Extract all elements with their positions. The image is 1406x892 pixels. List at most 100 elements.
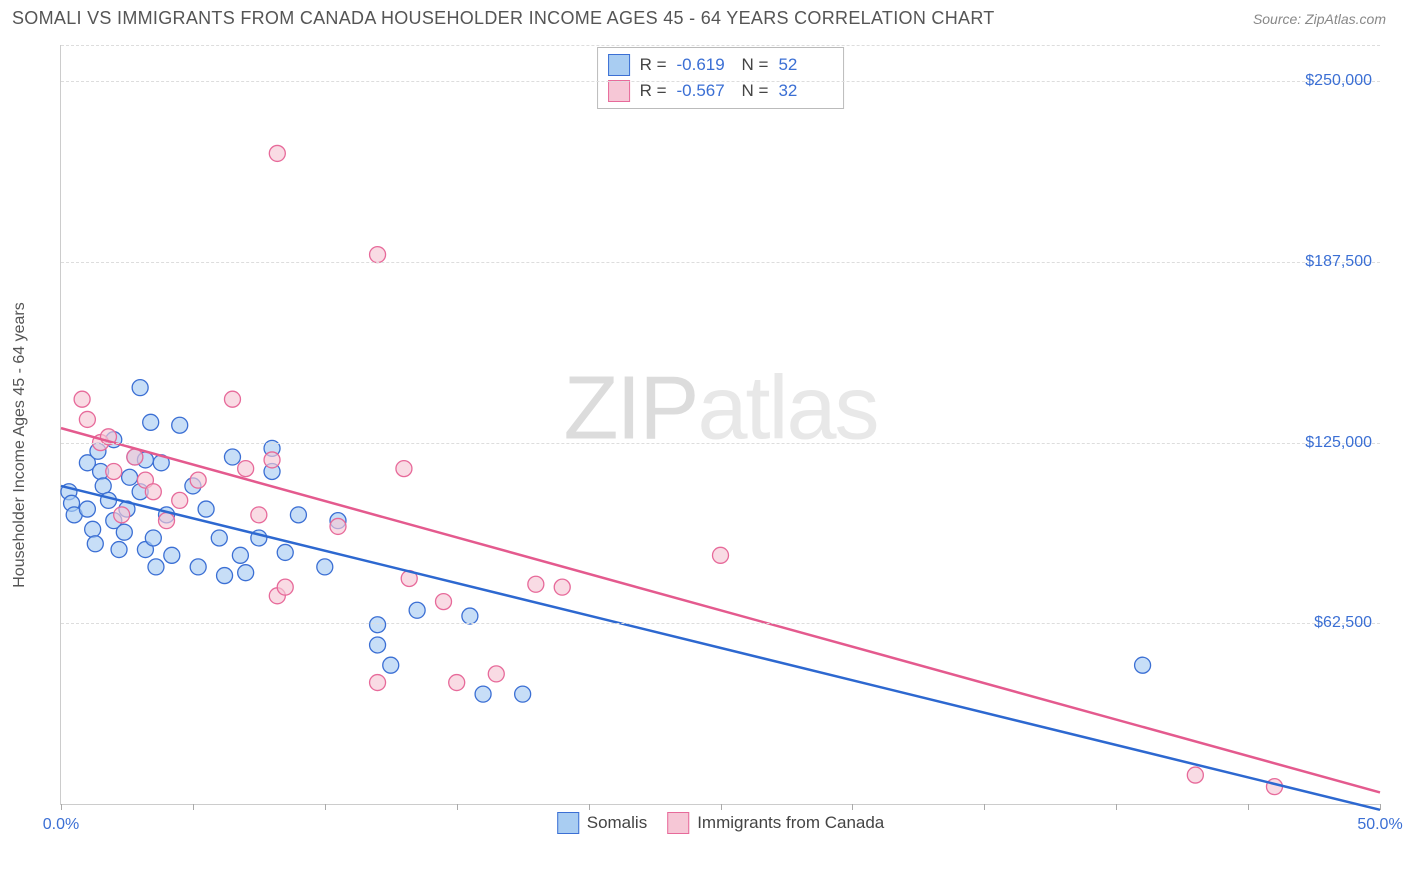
trend-line [61,428,1380,792]
scatter-point [317,559,333,575]
scatter-point [370,617,386,633]
gridline-h [61,623,1380,624]
scatter-point [87,536,103,552]
scatter-point [172,417,188,433]
gridline-h [61,443,1380,444]
legend-swatch-canada [667,812,689,834]
scatter-point [79,501,95,517]
scatter-point [116,524,132,540]
scatter-point [475,686,491,702]
series-legend-item-1: Immigrants from Canada [667,812,884,834]
n-label: N = [742,81,769,101]
scatter-point [106,463,122,479]
x-tick [589,804,590,810]
scatter-point [409,602,425,618]
scatter-point [251,507,267,523]
gridline-h [61,81,1380,82]
chart-header: SOMALI VS IMMIGRANTS FROM CANADA HOUSEHO… [0,0,1406,33]
regression-legend-row-0: R = -0.619 N = 52 [608,52,834,78]
scatter-point [148,559,164,575]
series-label-1: Immigrants from Canada [697,813,884,833]
scatter-point [370,675,386,691]
regression-legend: R = -0.619 N = 52 R = -0.567 N = 32 [597,47,845,109]
scatter-point [370,247,386,263]
scatter-point [383,657,399,673]
scatter-point [396,461,412,477]
gridline-h [61,262,1380,263]
scatter-point [145,530,161,546]
x-tick [852,804,853,810]
x-tick [984,804,985,810]
y-tick-label: $125,000 [1305,434,1372,452]
scatter-point [488,666,504,682]
y-tick-label: $187,500 [1305,253,1372,271]
series-label-0: Somalis [587,813,647,833]
scatter-point [277,579,293,595]
scatter-point [290,507,306,523]
scatter-point [264,452,280,468]
scatter-point [217,568,233,584]
scatter-point [127,449,143,465]
scatter-point [238,461,254,477]
x-tick [1248,804,1249,810]
scatter-svg [61,45,1380,804]
scatter-point [114,507,130,523]
legend-swatch-canada [608,80,630,102]
scatter-point [190,472,206,488]
scatter-point [224,391,240,407]
x-tick [1380,804,1381,810]
scatter-point [1266,779,1282,795]
scatter-point [238,565,254,581]
scatter-point [528,576,544,592]
scatter-point [269,145,285,161]
scatter-point [145,484,161,500]
scatter-point [85,521,101,537]
trend-line [61,486,1380,810]
x-tick [457,804,458,810]
series-legend-item-0: Somalis [557,812,647,834]
scatter-point [713,547,729,563]
x-tick [193,804,194,810]
scatter-point [554,579,570,595]
series-legend: Somalis Immigrants from Canada [557,812,885,834]
x-tick [1116,804,1117,810]
scatter-point [74,391,90,407]
gridline-h [61,45,1380,46]
chart-container: Householder Income Ages 45 - 64 years ZI… [50,45,1390,845]
chart-source: Source: ZipAtlas.com [1253,11,1386,27]
r-value-0: -0.619 [677,55,732,75]
scatter-point [111,542,127,558]
x-tick [325,804,326,810]
scatter-point [172,492,188,508]
legend-swatch-somalis [608,54,630,76]
x-tick [61,804,62,810]
y-tick-label: $250,000 [1305,72,1372,90]
y-tick-label: $62,500 [1314,614,1372,632]
scatter-point [164,547,180,563]
scatter-point [330,518,346,534]
scatter-point [95,478,111,494]
scatter-point [1135,657,1151,673]
y-axis-label: Householder Income Ages 45 - 64 years [11,302,29,588]
scatter-point [79,411,95,427]
x-tick [721,804,722,810]
scatter-point [190,559,206,575]
scatter-point [132,380,148,396]
scatter-point [224,449,240,465]
scatter-point [1187,767,1203,783]
x-tick-label: 0.0% [43,816,79,834]
r-label: R = [640,81,667,101]
scatter-point [515,686,531,702]
r-label: R = [640,55,667,75]
scatter-point [449,675,465,691]
plot-area: ZIPatlas R = -0.619 N = 52 R = -0.567 N … [60,45,1380,805]
scatter-point [159,513,175,529]
n-label: N = [742,55,769,75]
n-value-0: 52 [778,55,833,75]
chart-title: SOMALI VS IMMIGRANTS FROM CANADA HOUSEHO… [12,8,995,29]
scatter-point [198,501,214,517]
scatter-point [277,544,293,560]
scatter-point [211,530,227,546]
scatter-point [370,637,386,653]
scatter-point [436,594,452,610]
